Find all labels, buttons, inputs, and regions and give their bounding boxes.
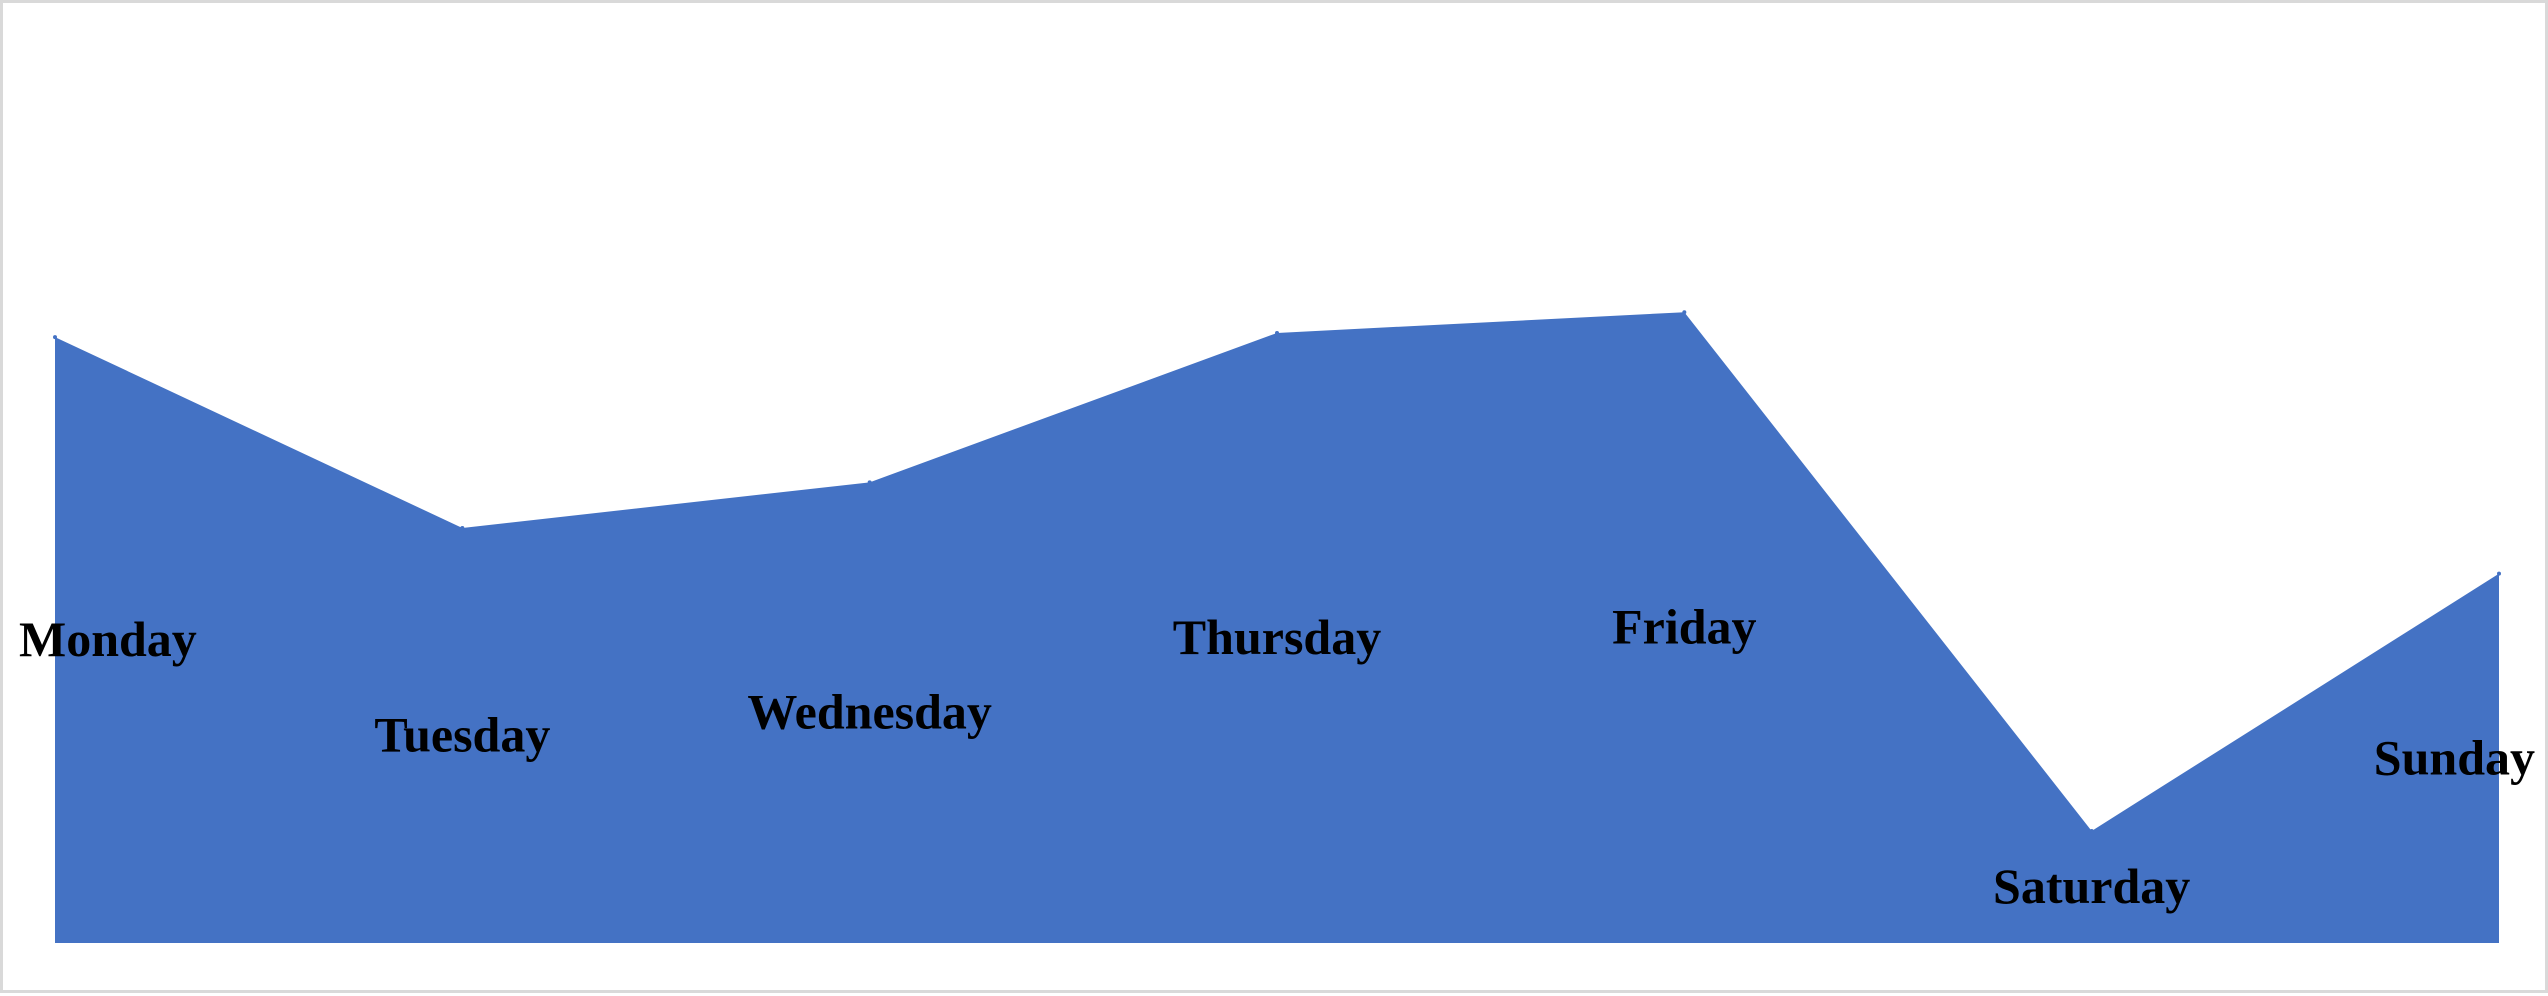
data-point-thursday: [1275, 330, 1279, 335]
area-chart: Monday Tuesday Wednesday Thursday Friday Satu…: [19, 310, 2535, 943]
data-label-layer: Monday Tuesday Wednesday Thursday Friday Satu…: [19, 599, 2535, 914]
data-label-sunday: Sunday: [2374, 729, 2535, 785]
data-label-wednesday: Wednesday: [747, 684, 992, 740]
data-label-friday: Friday: [1612, 599, 1756, 655]
area-series: [55, 312, 2499, 943]
data-point-friday: [1682, 310, 1687, 315]
data-point-saturday: [2089, 828, 2094, 833]
series-layer: [53, 310, 2501, 943]
data-point-wednesday: [867, 480, 872, 485]
data-point-sunday: [2497, 571, 2501, 576]
data-label-thursday: Thursday: [1173, 609, 1381, 665]
data-point-monday: [53, 335, 57, 340]
data-point-tuesday: [460, 526, 465, 530]
data-label-monday: Monday: [19, 611, 197, 667]
data-label-tuesday: Tuesday: [374, 707, 550, 763]
data-label-saturday: Saturday: [1993, 858, 2190, 914]
